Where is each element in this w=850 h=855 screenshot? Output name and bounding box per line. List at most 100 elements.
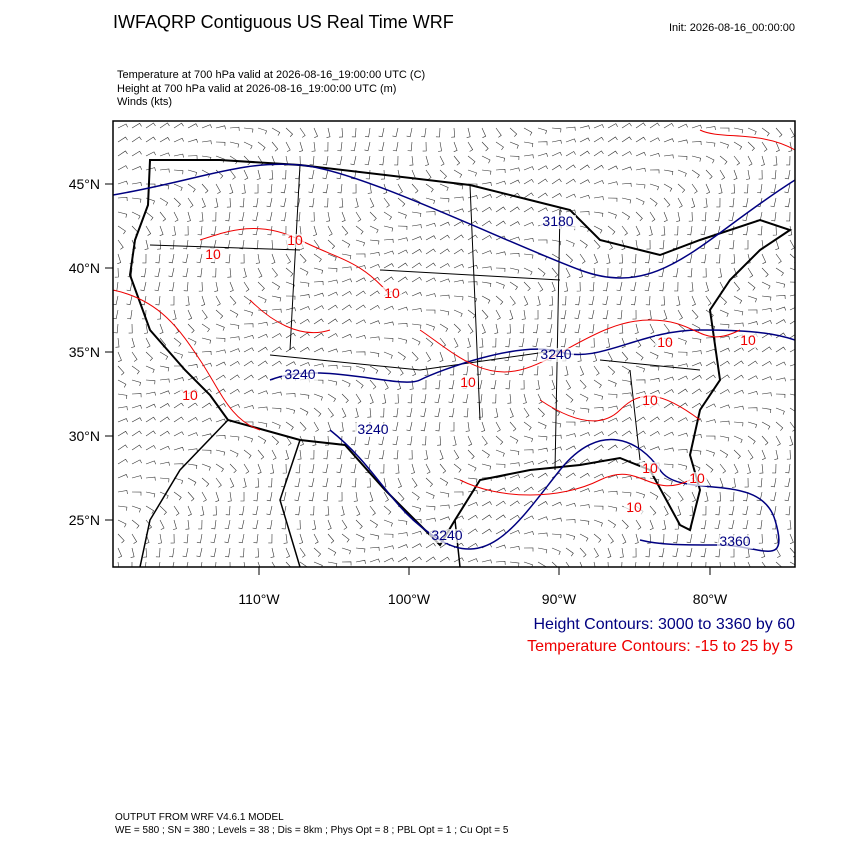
wind-barb — [673, 533, 679, 544]
wind-barb — [407, 393, 413, 404]
wind-barb — [747, 390, 758, 395]
wind-barb — [677, 375, 688, 381]
wind-barb — [168, 267, 175, 278]
wind-barb — [187, 505, 192, 516]
wind-barb — [299, 318, 310, 325]
wind-barb — [677, 417, 688, 423]
wind-barb — [509, 236, 520, 241]
wind-barb — [523, 486, 534, 493]
wind-barb — [537, 447, 548, 452]
wind-barb — [364, 435, 371, 446]
wind-barb — [411, 236, 422, 241]
wind-barb — [159, 137, 170, 143]
wind-barb — [453, 248, 464, 255]
wind-barb — [145, 561, 147, 567]
wind-barb — [565, 151, 576, 157]
wind-barb — [408, 449, 413, 460]
wind-barb — [635, 122, 646, 129]
wind-barb — [369, 379, 377, 390]
wind-barb — [729, 239, 735, 250]
height-label-box — [429, 529, 465, 543]
wind-barb — [523, 515, 534, 521]
wind-barb — [453, 463, 462, 473]
wind-barb — [406, 421, 413, 432]
wind-barb — [537, 501, 548, 507]
height-label: 3360 — [719, 533, 750, 549]
wind-barb — [715, 253, 721, 264]
wind-barb — [145, 391, 156, 396]
wind-barb — [495, 309, 501, 320]
wind-barb — [341, 239, 351, 248]
wind-barb — [537, 393, 543, 404]
wind-barb — [131, 430, 142, 437]
wind-barb — [257, 390, 268, 395]
wind-barb — [789, 294, 795, 297]
wind-barb — [495, 180, 506, 185]
wind-barb — [439, 516, 450, 521]
wind-barb — [159, 122, 170, 129]
wind-barb — [411, 292, 422, 297]
wind-barb — [481, 155, 491, 164]
wind-barb — [117, 561, 119, 567]
wind-barb — [243, 141, 253, 150]
temp-label-box — [203, 248, 223, 262]
wind-barb — [383, 379, 389, 390]
wind-barb — [383, 533, 394, 538]
wind-barb — [785, 463, 791, 474]
wind-barb — [495, 206, 506, 213]
wind-barb — [131, 475, 142, 480]
wind-barb — [171, 225, 176, 236]
wind-barb — [747, 281, 756, 291]
wind-barb — [439, 477, 449, 486]
wind-barb — [271, 267, 278, 278]
wind-barb — [523, 192, 534, 199]
wind-barb — [173, 377, 184, 382]
wind-barb — [495, 155, 506, 162]
wind-barb — [788, 141, 793, 152]
wind-barb — [537, 127, 547, 135]
wind-barb — [215, 418, 226, 423]
wind-barb — [647, 309, 652, 320]
wind-barb — [606, 253, 611, 264]
wind-barb — [789, 407, 795, 412]
wind-barb — [535, 379, 540, 390]
wind-barb — [621, 475, 632, 480]
wind-barb — [716, 197, 721, 208]
wind-barb — [593, 365, 600, 376]
wind-barb — [271, 435, 280, 445]
wind-barb — [747, 267, 754, 278]
wind-barb — [649, 183, 659, 191]
wind-barb — [702, 505, 707, 516]
wind-barb — [366, 477, 371, 488]
wind-barb — [159, 365, 170, 372]
wind-barb — [257, 406, 268, 411]
wind-barb — [341, 291, 352, 297]
wind-barb — [341, 211, 346, 222]
wind-barb — [677, 491, 684, 502]
wind-barb — [789, 348, 795, 353]
wind-barb — [677, 363, 688, 368]
wind-barb — [397, 323, 408, 328]
wind-barb — [271, 320, 282, 325]
temp-label: 10 — [384, 285, 400, 301]
wind-barb — [131, 417, 142, 423]
wind-barb — [593, 533, 602, 543]
wind-barb — [113, 309, 119, 320]
wind-barb — [691, 155, 702, 162]
wind-barb — [495, 251, 506, 256]
wind-barb — [453, 263, 464, 269]
wind-barb — [590, 337, 595, 348]
wind-barb — [551, 486, 562, 493]
wind-barb — [588, 295, 595, 306]
wind-barb — [565, 393, 574, 403]
wind-barb — [173, 197, 181, 208]
wind-barb — [719, 335, 730, 340]
wind-barb — [718, 267, 722, 278]
wind-barb — [299, 306, 310, 311]
wind-barb — [509, 309, 514, 320]
wind-barb — [169, 239, 175, 250]
wind-barb — [369, 263, 380, 269]
wind-barb — [299, 435, 304, 446]
wind-barb — [420, 393, 427, 404]
